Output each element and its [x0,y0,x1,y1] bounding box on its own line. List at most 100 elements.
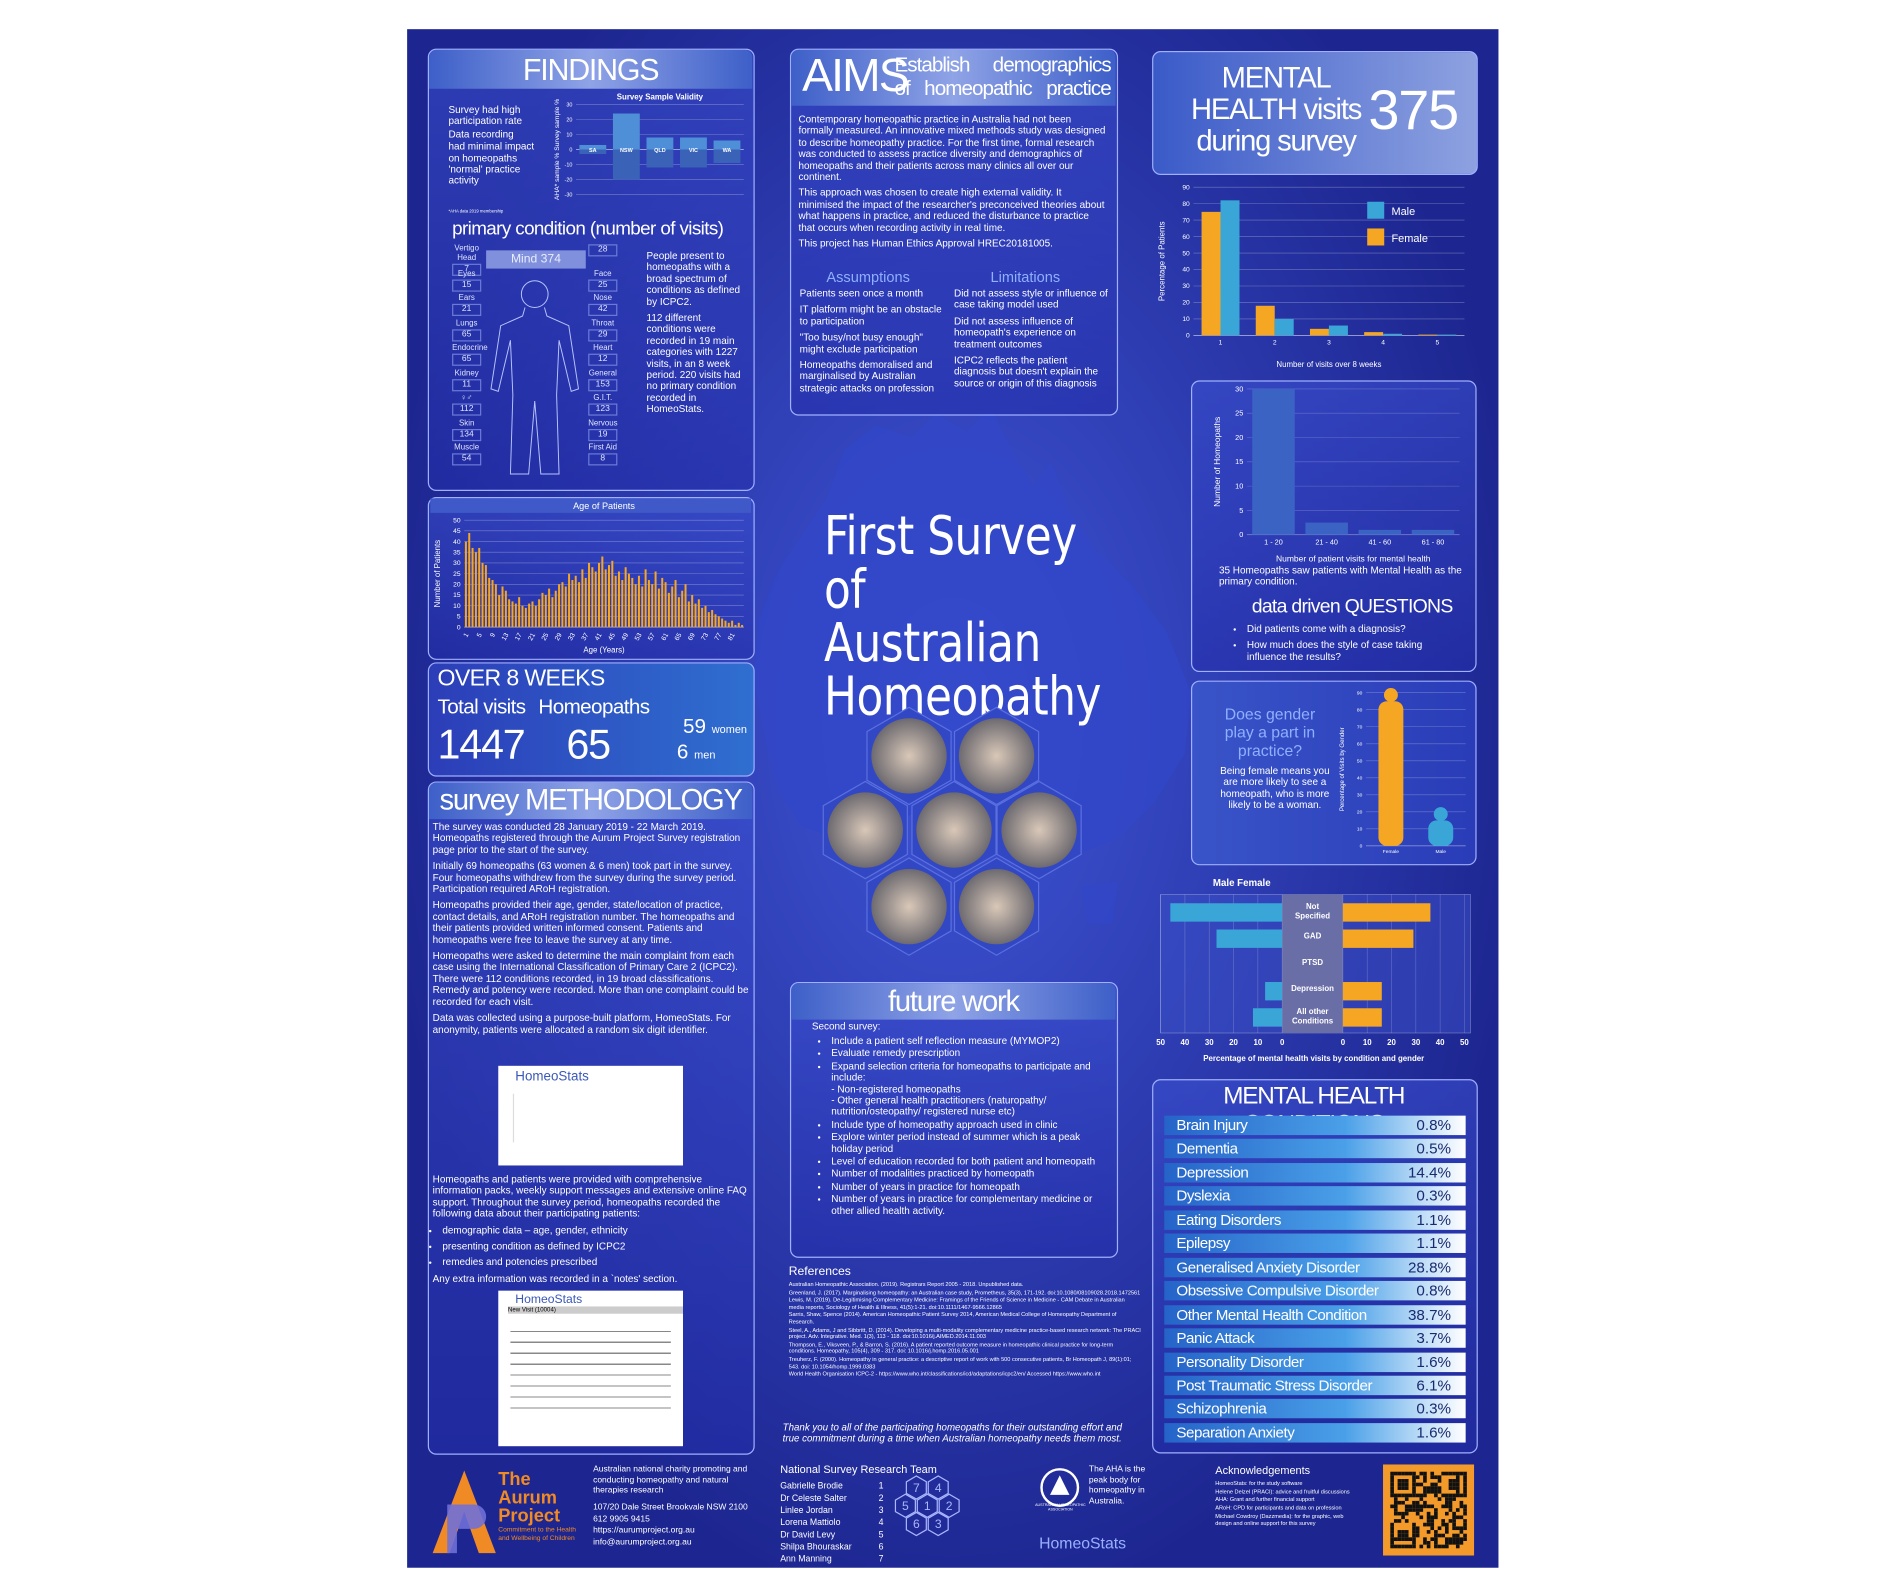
x-tick-label: 45 [607,632,617,642]
member-number: 6 [878,1541,884,1552]
bar [511,601,514,628]
body-map-count: 112 [452,403,482,416]
body-map-item: Endocrine 65 [452,344,488,366]
bar [584,577,587,628]
qr-cell [1426,1489,1431,1494]
methodology-bullet: presenting condition as defined by ICPC2 [442,1241,748,1252]
photo [958,868,1035,945]
qr-cell [1459,1526,1464,1531]
qr-cell [1441,1504,1445,1509]
chart-homeopaths: 0 5 10 15 20 25 30 1 - 20 21 - 40 41 - 60 61 - 80 N… [1210,383,1465,571]
qr-cell [1444,1526,1449,1531]
bar [612,149,640,180]
qr-cell [1430,1526,1435,1531]
assumptions-title: Assumptions [826,268,910,286]
screenshot-heading: New Visit (10004) [507,1306,683,1314]
qr-cell [1455,1486,1460,1490]
x-tick-label: 20 [1387,1038,1396,1047]
x-tick-label: 77 [714,632,724,642]
bar [1437,334,1457,336]
y-tick-label: 90 [1357,690,1363,696]
qr-cell [1401,1486,1405,1490]
bar [704,605,707,628]
finding-point: Survey had high participation rate [448,104,523,127]
qr-cell [1393,1504,1398,1509]
qr-cell [1452,1493,1456,1498]
y-tick-label: 25 [453,571,461,578]
bar [494,584,497,628]
qr-cell [1444,1544,1449,1549]
chart-gender: 0 10 20 30 40 50 60 70 80 90 Female Male Percentage … [1334,685,1470,864]
qr-cell [1430,1515,1435,1520]
qr-cell [1463,1537,1467,1542]
chart-age: 0 5 10 15 20 25 30 35 40 45 50 1 5 9 13 17 21 25 29 33 37 41 4… [430,498,752,662]
y-tick-label: 60 [1182,234,1190,241]
member-number: 4 [878,1516,884,1528]
body-map-label: Nervous [588,418,618,428]
qr-cell [1412,1493,1416,1498]
bar [1252,388,1295,535]
member-name: Linlee Jordan [780,1504,833,1516]
condition-percent: 0.8% [1416,1282,1452,1300]
team-hex [938,1493,960,1519]
qr-cell [1393,1493,1398,1498]
gender-question: Does gender play a part in practice? [1224,704,1316,760]
center-band [1282,894,1343,1034]
team-hex [916,1493,938,1519]
qr-cell [1412,1537,1416,1542]
qr-cell [1390,1526,1394,1531]
qr-cell [1390,1544,1394,1549]
aurum-logo [432,1470,496,1554]
bar [1220,200,1240,336]
visits-count: 1447 [437,721,526,769]
bar [574,575,577,628]
bar [564,586,567,628]
x-tick-label: 21 - 40 [1315,537,1338,546]
condition-percent: 1.6% [1416,1353,1452,1371]
team-hex-number: 6 [913,1517,920,1531]
category-label: PTSD [1302,958,1323,967]
qr-cell [1455,1475,1460,1480]
photo [1001,792,1077,868]
body-map-label: G.I.T. [593,393,613,403]
bar [534,605,537,628]
y-tick-label: 40 [453,539,461,546]
bar [504,590,507,628]
x-tick-label: 2 [1273,340,1277,347]
qr-cell [1430,1537,1435,1542]
bar [624,567,627,628]
bar [694,603,697,628]
bar [594,571,597,628]
qr-cell [1463,1519,1467,1523]
limitations-list: Did not assess style or influence of cas… [954,288,1110,394]
category-label: All other Conditions [1292,1007,1334,1026]
body-map-count: 25 [588,278,618,292]
team-hex [927,1511,949,1537]
condition-percent: 1.6% [1416,1424,1452,1442]
qr-cell [1397,1486,1402,1490]
y-tick-label: 25 [1235,409,1243,418]
y-tick-label: 30 [453,560,461,567]
qr-cell [1430,1522,1435,1527]
qr-cell [1415,1482,1420,1487]
y-tick-label: 20 [453,582,461,589]
qr-cell [1408,1471,1413,1476]
qr-cell [1397,1511,1402,1516]
team-hex-number: 3 [935,1517,942,1531]
qr-cell [1452,1511,1456,1516]
team-member: Dr David Levy 5 [780,1529,883,1541]
qr-cell [1404,1533,1409,1538]
qr-cell [1455,1541,1460,1545]
x-tick-label: 0 [1280,1038,1285,1047]
bar [464,541,467,628]
y-tick-label: 10 [1182,316,1190,323]
bar [654,571,657,628]
qr-cell [1390,1489,1394,1494]
assumptions-list: Patients seen once a month IT platform mi… [800,288,948,399]
body-map-item: Vertigo Head 7 [452,244,482,276]
body-map-item: 28 [588,244,618,257]
mind-box: Mind 374 [486,250,586,269]
bar [571,580,574,628]
bar [1265,982,1283,1001]
body-map-count: 65 [452,328,482,341]
